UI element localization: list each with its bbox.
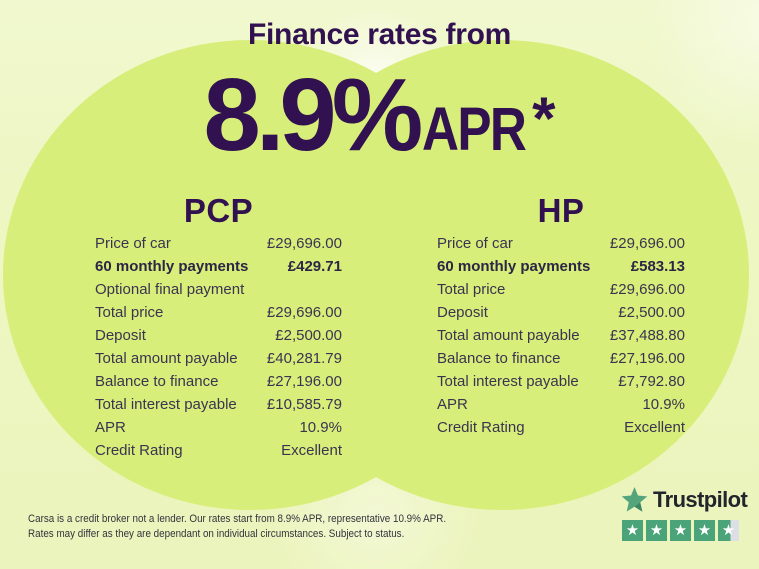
table-row: 60 monthly payments £583.13 bbox=[437, 255, 685, 278]
row-value: £583.13 bbox=[630, 258, 685, 275]
table-row: Total interest payable £10,585.79 bbox=[95, 393, 342, 416]
rate-asterisk: * bbox=[532, 85, 556, 152]
row-label: APR bbox=[437, 396, 468, 413]
row-value: £2,500.00 bbox=[275, 327, 342, 344]
row-value: £10,585.79 bbox=[266, 396, 342, 413]
trustpilot-star-icon bbox=[621, 487, 648, 512]
table-row: Deposit £2,500.00 bbox=[437, 301, 685, 324]
row-value: £27,196.00 bbox=[266, 373, 342, 390]
row-value: £7,792.80 bbox=[618, 373, 685, 390]
table-row: Total amount payable £37,488.80 bbox=[437, 324, 685, 347]
trustpilot-logo: Trustpilot bbox=[621, 486, 748, 513]
disclaimer-line-2: Rates may differ as they are dependant o… bbox=[28, 528, 405, 540]
rating-star-icon: ★ bbox=[670, 520, 691, 541]
table-row: Total price £29,696.00 bbox=[437, 278, 685, 301]
pcp-title: PCP bbox=[183, 192, 254, 229]
row-value: Excellent bbox=[624, 419, 685, 436]
row-label: Total interest payable bbox=[437, 373, 579, 390]
row-label: Deposit bbox=[437, 304, 488, 321]
rating-star-icon: ★ bbox=[622, 520, 643, 541]
row-label: Balance to finance bbox=[437, 350, 561, 367]
row-value: £29,696.00 bbox=[266, 304, 342, 321]
row-label: Total price bbox=[95, 304, 164, 321]
row-label: Credit Rating bbox=[437, 419, 525, 436]
row-label: Total price bbox=[437, 281, 506, 298]
row-value: £37,488.80 bbox=[609, 327, 685, 344]
table-row: APR 10.9% bbox=[95, 416, 342, 439]
row-label: 60 monthly payments bbox=[437, 258, 591, 275]
headline-rate: 8.9% APR * bbox=[0, 63, 759, 166]
row-label: Total amount payable bbox=[437, 327, 580, 344]
right-green-circle bbox=[255, 40, 749, 510]
row-label: 60 monthly payments bbox=[95, 258, 249, 275]
row-label: APR bbox=[95, 419, 126, 436]
rating-star-icon: ★ bbox=[694, 520, 715, 541]
row-label: Deposit bbox=[95, 327, 146, 344]
table-row: Total price £29,696.00 bbox=[95, 301, 342, 324]
rate-apr-label: APR bbox=[422, 95, 527, 163]
banner-title: Finance rates from bbox=[247, 18, 512, 51]
row-value: £2,500.00 bbox=[618, 304, 685, 321]
table-row: Credit Rating Excellent bbox=[437, 416, 685, 439]
table-row: Optional final payment bbox=[95, 278, 342, 301]
row-value: £29,696.00 bbox=[609, 281, 685, 298]
table-row: Price of car £29,696.00 bbox=[437, 232, 685, 255]
row-label: Total amount payable bbox=[95, 350, 238, 367]
row-value: £29,696.00 bbox=[266, 235, 342, 252]
table-row: APR 10.9% bbox=[437, 393, 685, 416]
row-value: £27,196.00 bbox=[609, 350, 685, 367]
table-row: Balance to finance £27,196.00 bbox=[437, 347, 685, 370]
table-row: 60 monthly payments £429.71 bbox=[95, 255, 342, 278]
table-row: Deposit £2,500.00 bbox=[95, 324, 342, 347]
row-label: Optional final payment bbox=[95, 281, 245, 298]
table-row: Credit Rating Excellent bbox=[95, 439, 342, 462]
disclaimer-line-1: Carsa is a credit broker not a lender. O… bbox=[28, 513, 447, 525]
hp-title: HP bbox=[537, 192, 585, 229]
hp-table: HP Price of car £29,696.00 60 monthly pa… bbox=[437, 190, 685, 439]
pcp-table: PCP Price of car £29,696.00 60 monthly p… bbox=[95, 190, 342, 462]
rating-star-icon: ★ bbox=[646, 520, 667, 541]
row-value: £29,696.00 bbox=[609, 235, 685, 252]
row-value: £40,281.79 bbox=[266, 350, 342, 367]
row-label: Price of car bbox=[95, 235, 171, 252]
row-label: Balance to finance bbox=[95, 373, 219, 390]
table-row: Balance to finance £27,196.00 bbox=[95, 370, 342, 393]
row-value: 10.9% bbox=[642, 396, 685, 413]
legal-disclaimer: Carsa is a credit broker not a lender. O… bbox=[28, 512, 446, 542]
row-value: £429.71 bbox=[287, 258, 342, 275]
rate-value: 8.9% bbox=[203, 57, 424, 172]
row-label: Credit Rating bbox=[95, 442, 183, 459]
row-label: Total interest payable bbox=[95, 396, 237, 413]
trustpilot-wordmark: Trustpilot bbox=[653, 486, 748, 512]
rating-star-half-icon: ★ bbox=[718, 520, 739, 541]
row-value: 10.9% bbox=[299, 419, 342, 436]
table-row: Total amount payable £40,281.79 bbox=[95, 347, 342, 370]
trustpilot-badge[interactable]: Trustpilot ★ ★ ★ ★ ★ bbox=[621, 486, 748, 541]
table-row: Total interest payable £7,792.80 bbox=[437, 370, 685, 393]
trustpilot-rating-stars: ★ ★ ★ ★ ★ bbox=[622, 520, 747, 541]
row-label: Price of car bbox=[437, 235, 513, 252]
row-value: Excellent bbox=[281, 442, 342, 459]
table-row: Price of car £29,696.00 bbox=[95, 232, 342, 255]
